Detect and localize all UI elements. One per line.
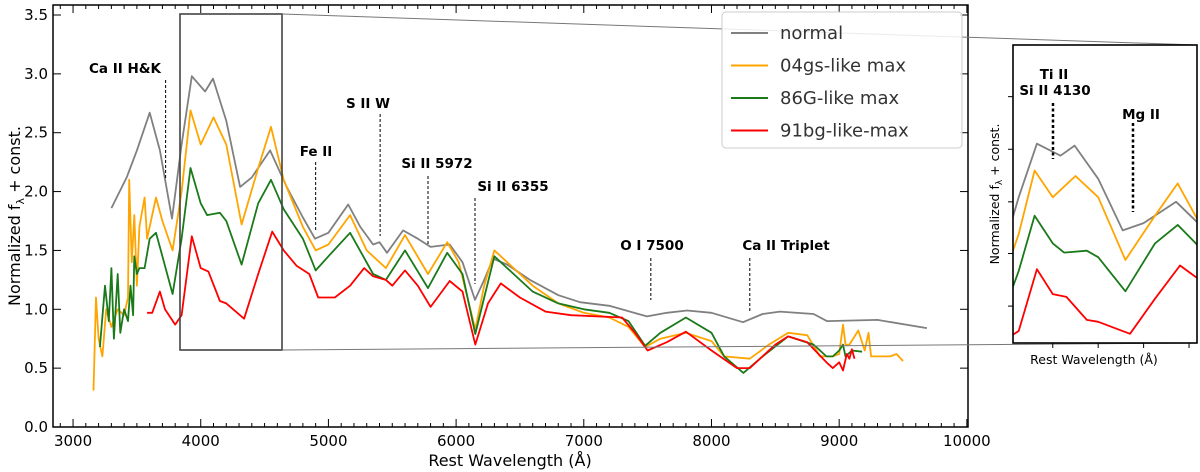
y-tick-label: 2.0 [24, 183, 48, 201]
annotation-si-ii-5972: Si II 5972 [401, 156, 472, 172]
inset-y-label-sub: λ [995, 179, 1005, 185]
annotation-ca-ii-triplet: Ca II Triplet [742, 238, 830, 254]
series-line-86g-like-max [99, 167, 863, 374]
legend-item-86g-like-max: 86G-like max [731, 88, 899, 109]
series-line-04gs-like-max [92, 109, 904, 391]
y-tick-label: 0.5 [24, 359, 48, 377]
y-label-main: Normalized f [5, 204, 24, 306]
x-tick-label: 4000 [182, 432, 220, 450]
inset-ticks [1008, 96, 1190, 348]
x-tick-label: 9000 [820, 432, 858, 450]
legend-label: 86G-like max [780, 88, 899, 109]
zoom-region-box [179, 13, 283, 351]
inset-series-line-normal [1013, 142, 1197, 232]
y-label-rest: + const. [5, 126, 24, 198]
legend-item-normal: normal [731, 23, 843, 44]
x-tick-label: 5000 [309, 432, 347, 450]
inset-series-group [1013, 142, 1197, 336]
y-tick-label: 1.0 [24, 300, 48, 318]
legend-label: normal [780, 23, 843, 44]
inset-x-axis-label: Rest Wavelength (Å) [1030, 352, 1158, 367]
y-tick-label: 2.5 [24, 124, 48, 142]
x-tick-label: 6000 [437, 432, 475, 450]
annotation-fe-ii: Fe II [300, 144, 333, 160]
legend: normal 04gs-like max 86G-like max 91bg-like… [721, 11, 963, 149]
inset-y-label-rest: + const. [987, 124, 1002, 180]
y-label-sub: λ [14, 198, 27, 205]
y-tick-label: 3.5 [24, 6, 48, 24]
legend-label: 91bg-like-max [780, 121, 909, 142]
annotation-si-ii-6355: Si II 6355 [477, 179, 548, 195]
inset-annot-si-ii-4130: Si II 4130 [1019, 83, 1090, 99]
inset-series-line-91bg-like-max [1013, 264, 1197, 336]
legend-box [721, 11, 963, 149]
main-series-group [92, 75, 928, 391]
annotation-s-ii-w: S II W [346, 96, 390, 112]
main-annotations: Ca II H&K Fe II S II W Si II 5972 Si II 6355… [89, 61, 830, 313]
inset-axes-frame [1012, 44, 1198, 344]
legend-item-91bg-like-max: 91bg-like-max [731, 121, 909, 142]
inset-annot-ti-ii: Ti II [1040, 67, 1069, 83]
x-tick-label: 10000 [943, 432, 991, 450]
inset-y-label-main: Normalized f [987, 185, 1002, 265]
annotation-ca-ii-h-k: Ca II H&K [89, 61, 162, 77]
main-axes-frame [52, 4, 969, 428]
y-tick-label: 1.5 [24, 241, 48, 259]
zoom-connector-bottom [281, 342, 1198, 351]
main-ticks: 3000 4000 5000 6000 7000 8000 9000 10000 0.0 0.5 1… [24, 5, 991, 450]
x-tick-label: 7000 [565, 432, 603, 450]
series-line-normal [110, 75, 928, 329]
inset-y-axis-label: Normalized fλ + const. [987, 124, 1005, 265]
x-tick-label: 8000 [692, 432, 730, 450]
x-axis-label: Rest Wavelength (Å) [428, 451, 591, 470]
legend-item-04gs-like-max: 04gs-like max [731, 56, 906, 77]
inset-annotations: Ti II Si II 4130 Mg II [1019, 67, 1160, 212]
y-axis-label: Normalized fλ + const. [5, 126, 27, 306]
y-tick-label: 0.0 [24, 418, 48, 436]
y-tick-label: 3.0 [24, 65, 48, 83]
x-tick-label: 3000 [54, 432, 92, 450]
series-line-91bg-like-max [147, 230, 856, 372]
annotation-o-i-7500: O I 7500 [620, 238, 683, 254]
inset-annot-mg-ii: Mg II [1122, 107, 1160, 123]
legend-label: 04gs-like max [780, 56, 906, 77]
